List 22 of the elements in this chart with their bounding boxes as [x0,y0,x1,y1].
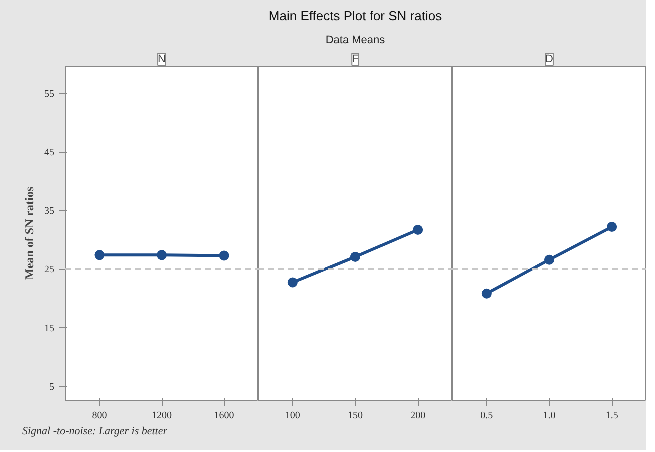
x-tick-label: 1.5 [606,410,618,422]
y-tick-label: 25 [44,264,54,276]
x-tick-label: 150 [348,410,363,422]
y-axis-title: Mean of SN ratios [22,186,36,280]
x-tick-label: 1.0 [543,410,556,422]
chart-subtitle: Data Means [326,34,386,46]
x-tick-label: 1200 [152,410,172,422]
x-axis-title: F [352,54,360,66]
y-tick-label: 45 [44,148,54,159]
x-tick-label: 0.5 [480,410,494,422]
x-axis-title: D [546,54,554,66]
y-tick-label: 15 [44,323,54,334]
x-tick-label: 200 [410,410,426,422]
text: Signal -to-noise: Larger is better [22,426,168,438]
y-tick-label: 35 [44,206,54,218]
y-tick-label: 55 [44,88,54,100]
y-tick-label: 5 [50,382,54,393]
x-tick-label: 100 [285,410,300,422]
x-axis-title: N [158,54,166,66]
chart-title: Main Effects Plot for SN ratios [268,8,443,24]
x-tick-label: 1600 [214,410,234,422]
x-tick-label: 800 [92,410,108,422]
